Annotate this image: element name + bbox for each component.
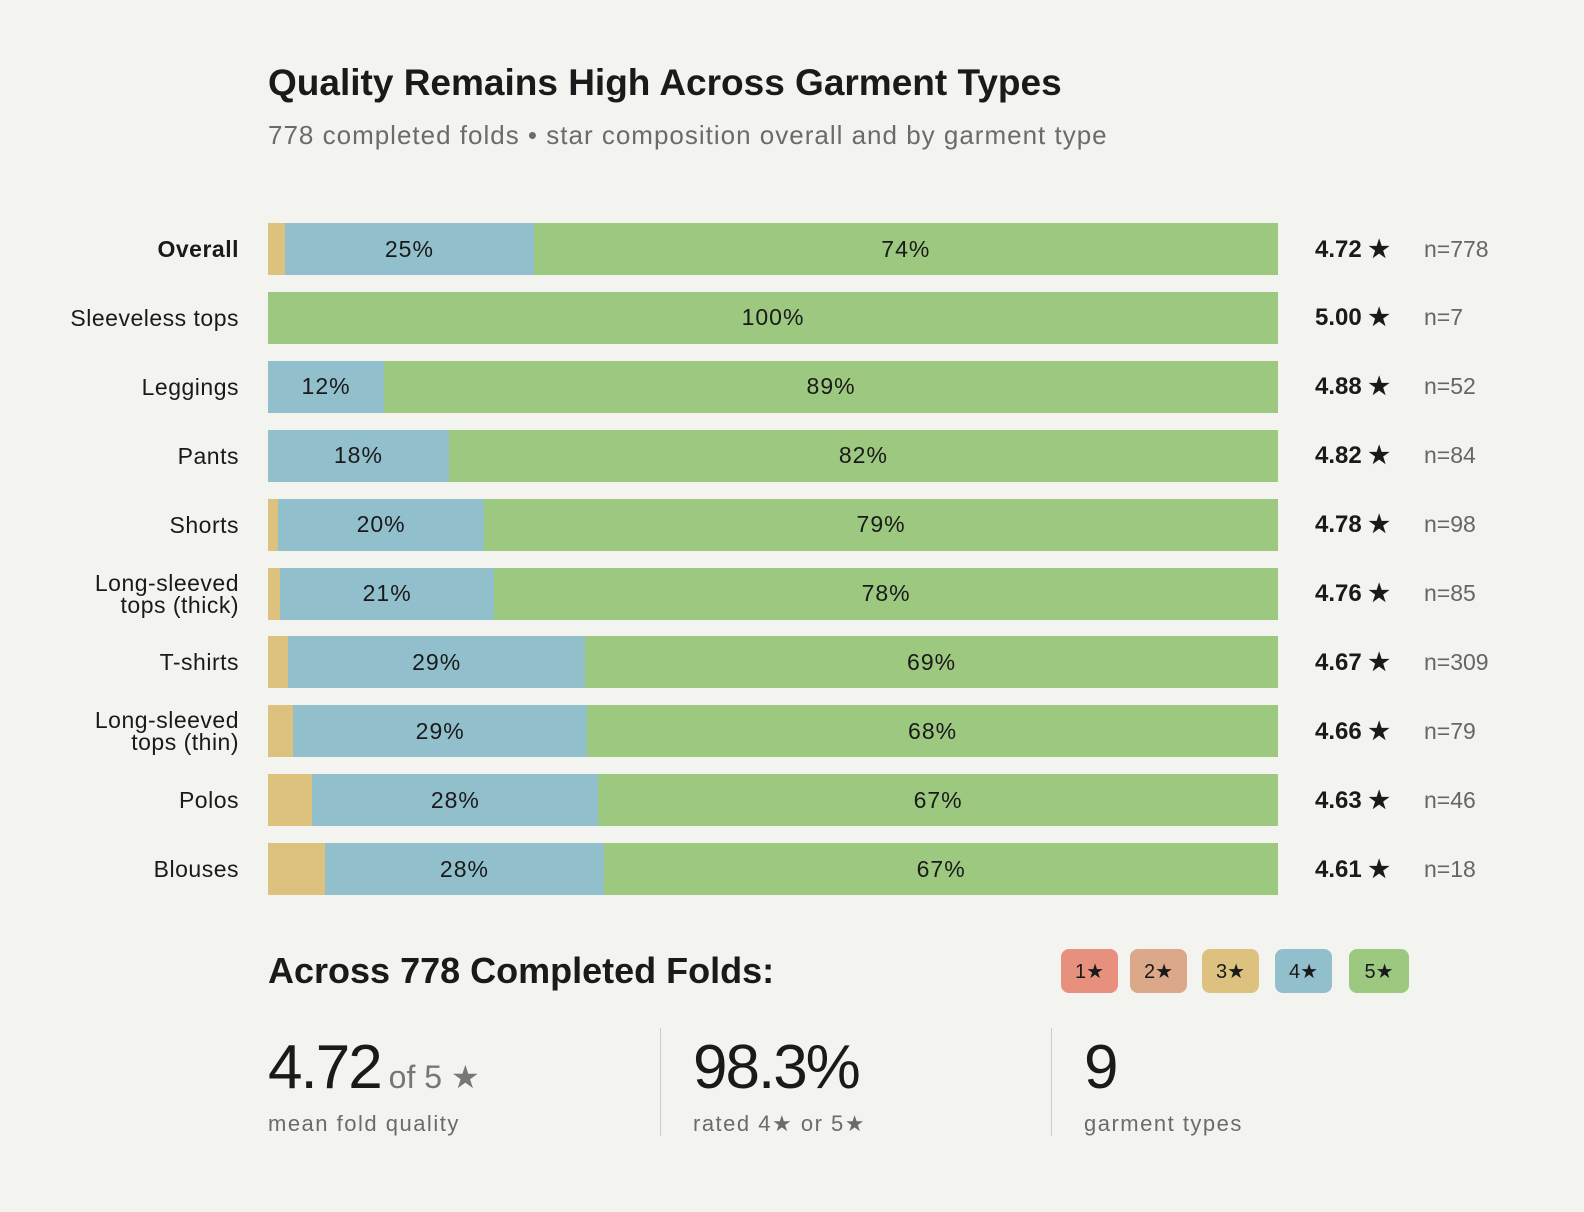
count: n=98 [1424, 511, 1476, 538]
legend-item: 3★ [1202, 949, 1259, 993]
score: 4.63 ★ [1315, 786, 1390, 814]
bar-segment: 82% [448, 429, 1278, 482]
bar-segment: 100% [268, 291, 1278, 344]
value-label: 100% [741, 304, 805, 331]
row-label: Polos [178, 787, 239, 814]
value-label: 25% [384, 235, 434, 262]
summary-heading: Across 778 Completed Folds: [268, 950, 775, 991]
legend-item: 1★ [1061, 949, 1118, 993]
value-label: 68% [908, 717, 958, 744]
stat-label: garment types [1084, 1111, 1243, 1136]
score: 4.78 ★ [1315, 511, 1390, 539]
value-label: 74% [881, 235, 931, 262]
bar-segment: 67% [598, 774, 1278, 827]
stat-number: 4.72 [268, 1033, 383, 1102]
score: 5.00 ★ [1315, 304, 1390, 332]
value-label: 69% [907, 648, 957, 675]
value-label: 12% [301, 373, 351, 400]
bar-segment [268, 843, 325, 896]
row-label: T-shirts [159, 649, 239, 676]
value-label: 79% [856, 511, 906, 538]
value-label: 28% [439, 855, 489, 882]
bar-segment [268, 705, 294, 758]
score: 4.61 ★ [1315, 855, 1390, 883]
row-label: Shorts [169, 511, 239, 538]
score: 4.72 ★ [1315, 235, 1390, 263]
chart-subtitle: 778 completed folds • star composition o… [268, 120, 1108, 150]
stat-label: rated 4★ or 5★ [693, 1111, 866, 1136]
legend-item: 5★ [1349, 949, 1409, 993]
bar-segment: 21% [280, 567, 495, 620]
row-label: Pants [177, 442, 239, 469]
stat-suffix: of 5 ★ [388, 1059, 480, 1095]
count: n=84 [1424, 442, 1476, 469]
value-label: 29% [412, 648, 462, 675]
bar-segment [268, 498, 279, 551]
stat-value: 4.72 of 5 ★ [268, 1032, 480, 1103]
bar-segment: 79% [484, 498, 1278, 551]
score: 4.82 ★ [1315, 442, 1390, 470]
divider [660, 1028, 661, 1136]
value-label: 67% [916, 855, 966, 882]
bar-segment: 29% [293, 705, 588, 758]
row-label: Sleeveless tops [70, 304, 239, 331]
row-label: Long-sleeved tops (thick) [94, 569, 239, 618]
value-label: 29% [415, 717, 465, 744]
bar-segment: 78% [494, 567, 1278, 620]
count: n=309 [1424, 648, 1489, 675]
count: n=52 [1424, 373, 1476, 400]
row-label: Leggings [141, 373, 239, 400]
bar-segment: 69% [585, 636, 1278, 689]
count: n=79 [1424, 717, 1476, 744]
stat-number: 9 [1084, 1033, 1119, 1102]
legend-item: 2★ [1130, 949, 1187, 993]
bar-segment: 28% [312, 774, 599, 827]
bar-segment [268, 567, 281, 620]
bar-segment: 28% [324, 843, 605, 896]
score: 4.76 ★ [1315, 580, 1390, 607]
score: 4.67 ★ [1315, 648, 1390, 676]
row-label: Blouses [153, 856, 239, 883]
value-label: 18% [333, 442, 383, 469]
count: n=18 [1424, 855, 1476, 882]
divider [1051, 1028, 1052, 1136]
stat-value: 9 [1084, 1032, 1119, 1103]
value-label: 21% [362, 580, 412, 606]
value-label: 67% [913, 786, 963, 813]
value-label: 20% [356, 511, 406, 538]
stat-number: 98.3% [693, 1033, 861, 1102]
bar-segment: 74% [533, 223, 1278, 275]
stat-label: mean fold quality [268, 1111, 460, 1136]
count: n=85 [1424, 580, 1476, 606]
value-label: 89% [806, 373, 856, 400]
count: n=778 [1424, 235, 1489, 262]
row-label: Long-sleeved tops (thin) [94, 707, 239, 756]
bar-segment: 20% [278, 498, 485, 551]
bar-segment: 89% [384, 360, 1278, 413]
bar-segment [268, 636, 289, 689]
bar-segment: 25% [285, 223, 534, 275]
value-label: 28% [430, 786, 480, 813]
score: 4.66 ★ [1315, 717, 1390, 745]
value-label: 82% [838, 442, 888, 469]
legend-item: 4★ [1275, 949, 1332, 993]
bar-segment: 29% [288, 636, 586, 689]
count: n=46 [1424, 786, 1476, 813]
bar-segment [268, 774, 313, 827]
stat-value: 98.3% [693, 1032, 861, 1103]
bar-segment: 12% [268, 360, 385, 413]
bar-segment: 18% [268, 429, 449, 482]
bar-segment [268, 223, 286, 275]
score: 4.88 ★ [1315, 373, 1390, 401]
chart-title: Quality Remains High Across Garment Type… [268, 62, 1062, 103]
count: n=7 [1424, 304, 1464, 331]
value-label: 78% [861, 580, 911, 606]
bar-segment: 68% [587, 705, 1278, 758]
row-label: Overall [157, 236, 239, 262]
bar-segment: 67% [604, 843, 1278, 896]
